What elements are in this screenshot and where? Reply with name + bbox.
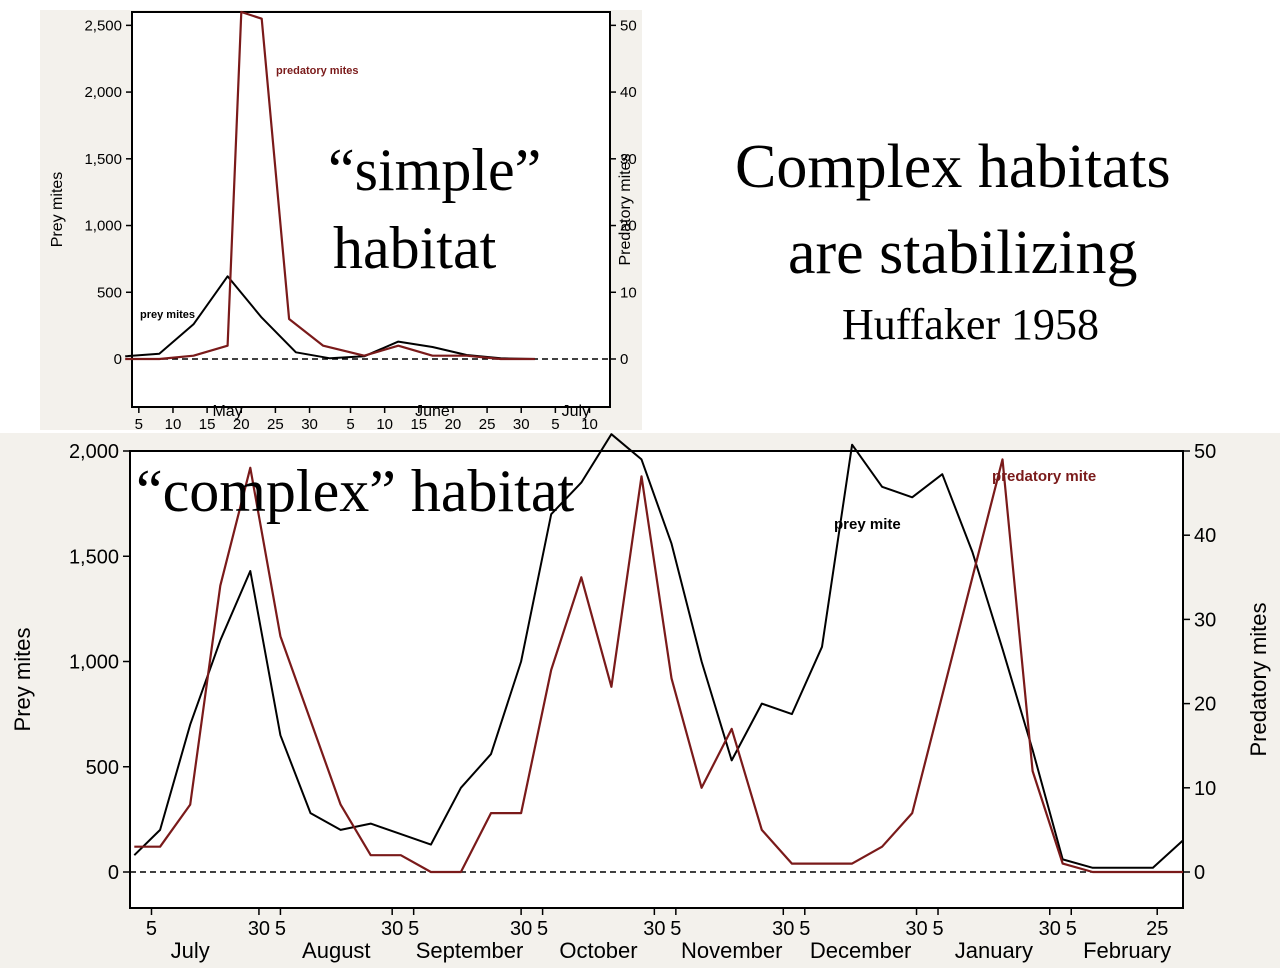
prey-series-label: prey mites — [140, 309, 195, 321]
plot-area — [129, 450, 1184, 909]
right-tick-label: 10 — [1194, 778, 1216, 800]
month-label: July — [171, 938, 210, 963]
month-label: October — [559, 938, 637, 963]
x-tick-label: 5 — [799, 918, 810, 940]
left-tick-label: 0 — [114, 351, 122, 368]
x-tick-label: 20 — [233, 416, 250, 433]
slide-title-line1: Complex habitats — [735, 133, 1171, 201]
x-tick-label: 5 — [1066, 918, 1077, 940]
month-label: May — [212, 403, 242, 420]
predator-series-label: predatory mite — [992, 468, 1096, 485]
x-tick-label: 5 — [275, 918, 286, 940]
right-axis-title: Predatory mites — [1246, 602, 1271, 756]
x-tick-label: 5 — [932, 918, 943, 940]
month-label: September — [416, 938, 524, 963]
right-tick-label: 40 — [620, 84, 637, 101]
left-tick-label: 1,500 — [69, 546, 119, 568]
x-tick-label: 20 — [445, 416, 462, 433]
x-tick-label: 30 — [772, 918, 794, 940]
predator-series-label: predatory mites — [276, 65, 359, 77]
x-tick-label: 30 — [905, 918, 927, 940]
x-tick-label: 25 — [479, 416, 496, 433]
left-tick-label: 2,500 — [84, 17, 122, 34]
left-tick-label: 500 — [97, 284, 122, 301]
simple-habitat-chart: 0 500 1,000 1,500 2,000 2,500 0 10 20 30 40 50 5 10 15… — [49, 10, 637, 433]
x-tick-label: 30 — [510, 918, 532, 940]
month-label: November — [681, 938, 782, 963]
x-tick-label: 10 — [165, 416, 182, 433]
left-tick-label: 2,000 — [69, 441, 119, 463]
complex-habitat-label: “complex” habitat — [136, 458, 575, 524]
predator-series-line — [125, 10, 535, 361]
simple-habitat-label-line2: habitat — [333, 215, 497, 281]
left-tick-label: 1,500 — [84, 151, 122, 168]
x-tick-label: 5 — [408, 918, 419, 940]
predator-series-line — [134, 458, 1183, 874]
x-tick-label: 5 — [146, 918, 157, 940]
x-tick-label: 25 — [267, 416, 284, 433]
right-tick-label: 0 — [1194, 862, 1205, 884]
month-label: December — [810, 938, 911, 963]
x-tick-label: 30 — [643, 918, 665, 940]
right-tick-label: 0 — [620, 351, 628, 368]
x-tick-label: 5 — [551, 416, 559, 433]
x-tick-label: 15 — [410, 416, 427, 433]
prey-series-line — [133, 433, 1184, 869]
x-tick-label: 5 — [135, 416, 143, 433]
month-label: February — [1083, 938, 1171, 963]
x-tick-label: 5 — [346, 416, 354, 433]
right-tick-label: 50 — [620, 17, 637, 34]
plot-area — [131, 11, 611, 408]
right-tick-label: 40 — [1194, 525, 1216, 547]
x-tick-label: 30 — [301, 416, 318, 433]
left-tick-label: 1,000 — [84, 218, 122, 235]
right-tick-label: 50 — [1194, 441, 1216, 463]
x-tick-label: 30 — [381, 918, 403, 940]
x-tick-label: 10 — [581, 416, 598, 433]
right-tick-label: 20 — [620, 218, 637, 235]
right-tick-label: 30 — [620, 151, 637, 168]
simple-habitat-figure: 0 500 1,000 1,500 2,000 2,500 0 10 20 30 40 50 5 10 15… — [40, 10, 642, 433]
left-tick-label: 0 — [108, 862, 119, 884]
left-tick-label: 500 — [86, 757, 119, 779]
month-label: August — [302, 938, 371, 963]
month-label: July — [562, 403, 590, 420]
right-tick-label: 20 — [1194, 694, 1216, 716]
x-tick-label: 5 — [537, 918, 548, 940]
x-tick-label: 5 — [670, 918, 681, 940]
left-tick-label: 2,000 — [84, 84, 122, 101]
right-tick-label: 10 — [620, 284, 637, 301]
left-tick-label: 1,000 — [69, 652, 119, 674]
x-tick-label: 30 — [248, 918, 270, 940]
x-tick-label: 15 — [199, 416, 216, 433]
x-tick-label: 25 — [1146, 918, 1168, 940]
right-tick-label: 30 — [1194, 609, 1216, 631]
month-label: January — [955, 938, 1033, 963]
simple-habitat-label-line1: “simple” — [328, 137, 542, 203]
month-label: June — [415, 403, 450, 420]
left-axis-title: Prey mites — [49, 172, 66, 248]
x-tick-label: 30 — [1039, 918, 1061, 940]
slide-title-line2: are stabilizing — [788, 219, 1138, 287]
left-axis-title: Prey mites — [10, 628, 35, 732]
citation: Huffaker 1958 — [842, 300, 1099, 349]
prey-series-label: prey mite — [834, 516, 901, 533]
x-tick-label: 10 — [376, 416, 393, 433]
x-tick-label: 30 — [513, 416, 530, 433]
right-axis-title: Predatory mites — [617, 153, 634, 265]
complex-habitat-figure: 0 500 1,000 1,500 2,000 0 10 20 30 40 50 5 30 5 30 5 30 5… — [0, 433, 1280, 968]
